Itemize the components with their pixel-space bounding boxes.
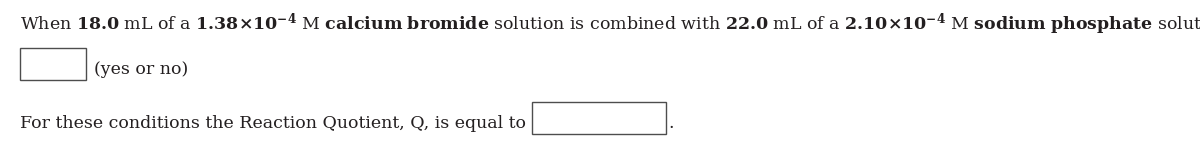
Bar xyxy=(20,48,86,80)
Text: (yes or no): (yes or no) xyxy=(94,61,188,78)
Text: When $\mathbf{18.0}$ mL of a $\mathbf{1.38{\times}10^{-4}}$ M $\mathbf{calcium\ : When $\mathbf{18.0}$ mL of a $\mathbf{1.… xyxy=(20,11,1200,37)
Text: For these conditions the Reaction Quotient, Q, is equal to: For these conditions the Reaction Quotie… xyxy=(20,115,532,132)
Bar xyxy=(532,102,666,134)
Text: .: . xyxy=(668,115,674,132)
